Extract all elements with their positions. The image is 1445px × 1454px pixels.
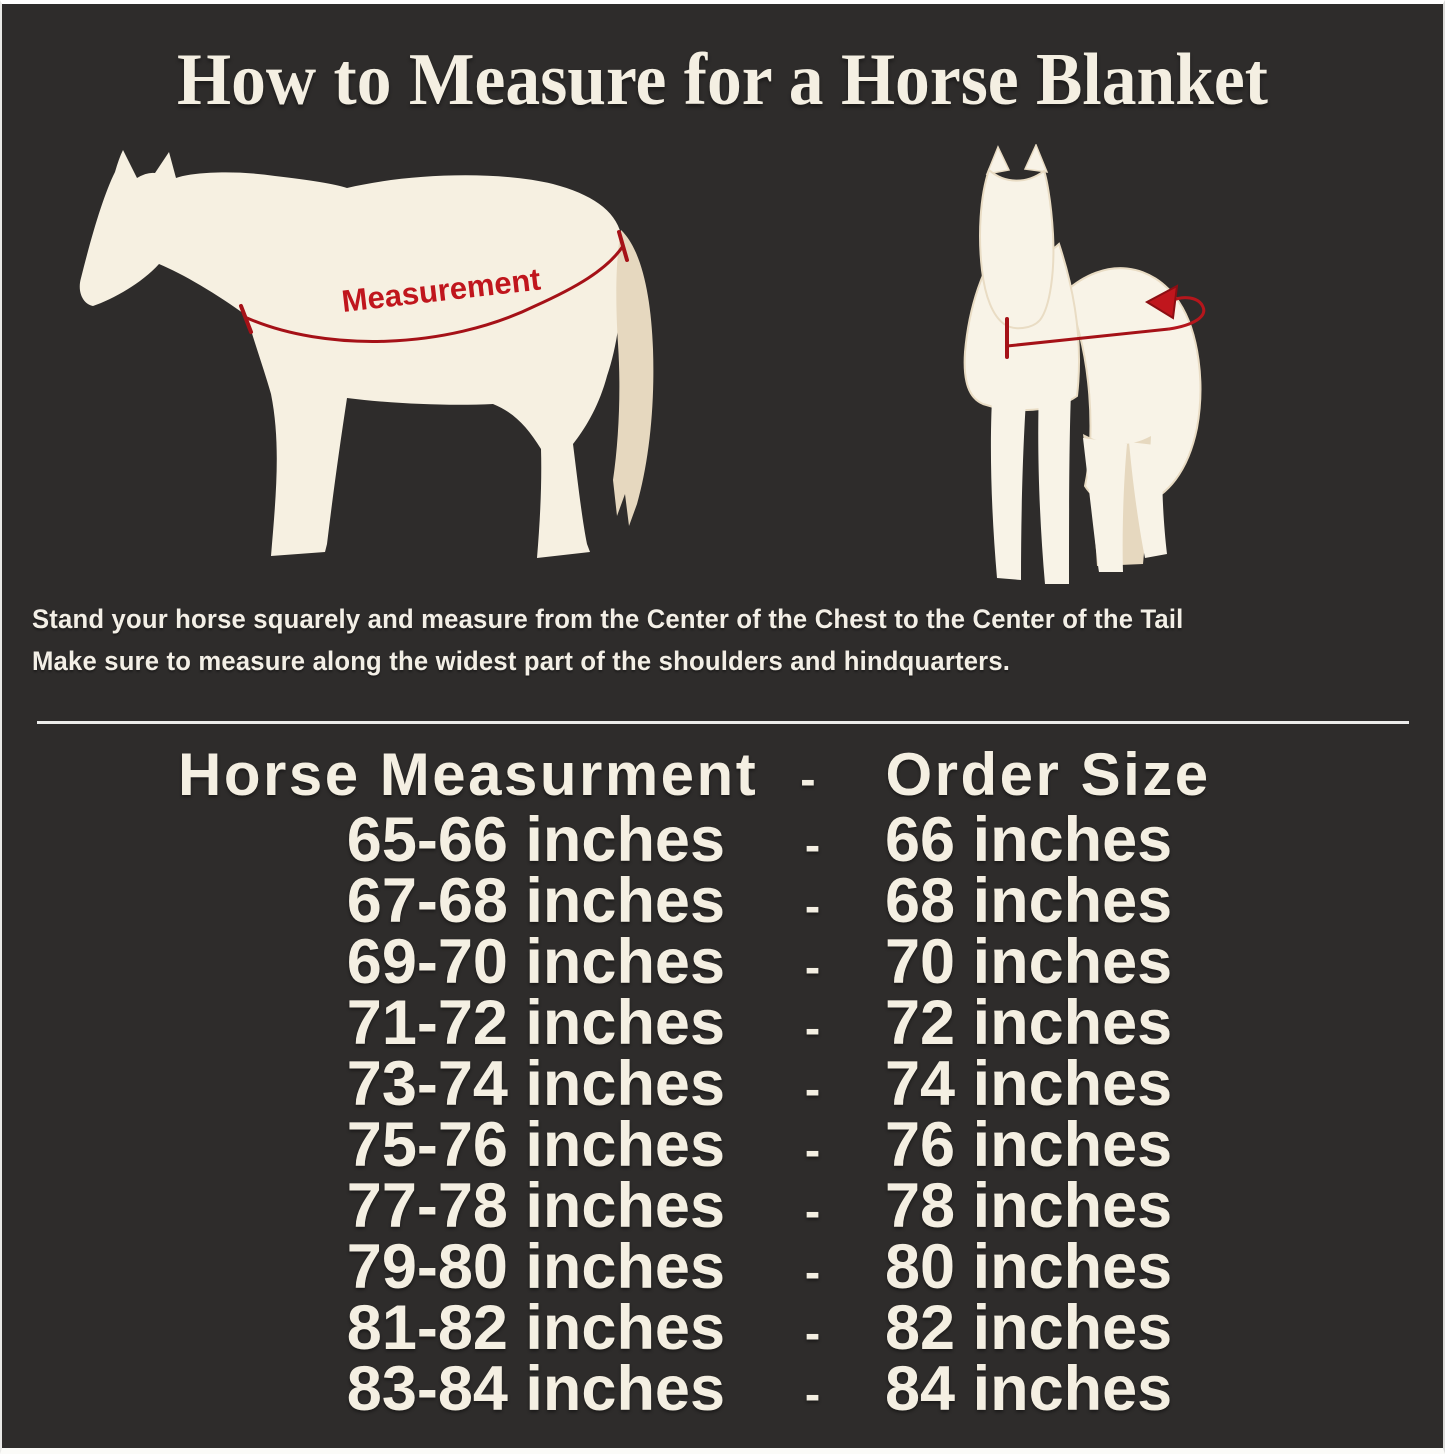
- order-size-value: 74 inches: [885, 1049, 1173, 1119]
- horse-front-ear-right: [1023, 144, 1049, 173]
- size-chart-row: 81-82 inches - 82 inches: [2, 1293, 1443, 1363]
- measuring-instructions: Stand your horse squarely and measure fr…: [32, 598, 1184, 682]
- horse-measurement-value: 81-82 inches: [346, 1293, 725, 1363]
- order-size-value: 66 inches: [885, 805, 1173, 875]
- horse-measurement-value: 83-84 inches: [346, 1354, 725, 1424]
- horse-tail: [613, 230, 654, 526]
- measurement-end-tick: [617, 230, 629, 262]
- row-separator: -: [804, 1246, 821, 1298]
- divider-line: [37, 721, 1409, 724]
- order-size-value: 80 inches: [885, 1232, 1173, 1302]
- measurement-line: [245, 244, 625, 343]
- size-chart-row: 65-66 inches - 66 inches: [2, 805, 1443, 875]
- horse-measurement-value: 69-70 inches: [346, 927, 725, 997]
- row-separator: -: [804, 1002, 821, 1054]
- horse-measurement-value: 79-80 inches: [346, 1232, 725, 1302]
- size-chart-row: 71-72 inches - 72 inches: [2, 988, 1443, 1058]
- horse-measurement-value: 65-66 inches: [346, 805, 725, 875]
- horse-front-leg-left: [990, 382, 1027, 580]
- size-chart-row: 77-78 inches - 78 inches: [2, 1171, 1443, 1241]
- size-chart-rows: 65-66 inches - 66 inches 67-68 inches - …: [2, 805, 1443, 1424]
- instructions-line-2: Make sure to measure along the widest pa…: [32, 646, 1011, 676]
- order-size-value: 78 inches: [885, 1171, 1173, 1241]
- girth-loop: [1167, 296, 1206, 331]
- size-chart-row: 69-70 inches - 70 inches: [2, 927, 1443, 997]
- row-separator: -: [804, 1063, 821, 1115]
- header-horse-measurement: Horse Measurment: [178, 741, 759, 808]
- row-separator: -: [804, 1185, 821, 1237]
- horse-measurement-value: 73-74 inches: [346, 1049, 725, 1119]
- horse-front-leg-right: [1038, 388, 1071, 584]
- row-separator: -: [804, 1124, 821, 1176]
- instructions-line-1: Stand your horse squarely and measure fr…: [32, 604, 1184, 634]
- horse-measurement-value: 71-72 inches: [346, 988, 725, 1058]
- size-chart-row: 73-74 inches - 74 inches: [2, 1049, 1443, 1119]
- row-separator: -: [804, 819, 821, 871]
- size-chart-row: 67-68 inches - 68 inches: [2, 866, 1443, 936]
- order-size-value: 76 inches: [885, 1110, 1173, 1180]
- size-chart-row: 75-76 inches - 76 inches: [2, 1110, 1443, 1180]
- order-size-value: 84 inches: [885, 1354, 1173, 1424]
- order-size-value: 70 inches: [885, 927, 1173, 997]
- header-order-size: Order Size: [885, 741, 1211, 808]
- size-chart-row: 79-80 inches - 80 inches: [2, 1232, 1443, 1302]
- horse-measurement-value: 67-68 inches: [346, 866, 725, 936]
- order-size-value: 72 inches: [885, 988, 1173, 1058]
- page-title: How to Measure for a Horse Blanket: [177, 39, 1268, 121]
- girth-line: [1005, 327, 1171, 348]
- header-separator: -: [800, 753, 816, 805]
- size-chart-header: Horse Measurment - Order Size: [178, 742, 1211, 812]
- horse-front-head: [979, 168, 1055, 330]
- row-separator: -: [804, 941, 821, 993]
- front-view-horse-illustration: [963, 144, 1206, 584]
- horse-side-silhouette: [79, 150, 623, 558]
- side-view-horse-illustration: Measurement: [79, 150, 654, 558]
- horse-front-ear-left: [985, 145, 1011, 175]
- row-separator: -: [804, 880, 821, 932]
- horse-measurement-value: 75-76 inches: [346, 1110, 725, 1180]
- row-separator: -: [804, 1368, 821, 1420]
- order-size-value: 82 inches: [885, 1293, 1173, 1363]
- horse-measurement-value: 77-78 inches: [346, 1171, 725, 1241]
- measurement-arrow-icon: [1144, 284, 1179, 320]
- order-size-value: 68 inches: [885, 866, 1173, 936]
- horse-front-hind-leg-right: [1129, 442, 1167, 558]
- row-separator: -: [804, 1307, 821, 1359]
- measurement-start-tick: [239, 304, 253, 334]
- size-chart-row: 83-84 inches - 84 inches: [2, 1354, 1443, 1424]
- horse-front-hind-leg-left: [1083, 438, 1127, 572]
